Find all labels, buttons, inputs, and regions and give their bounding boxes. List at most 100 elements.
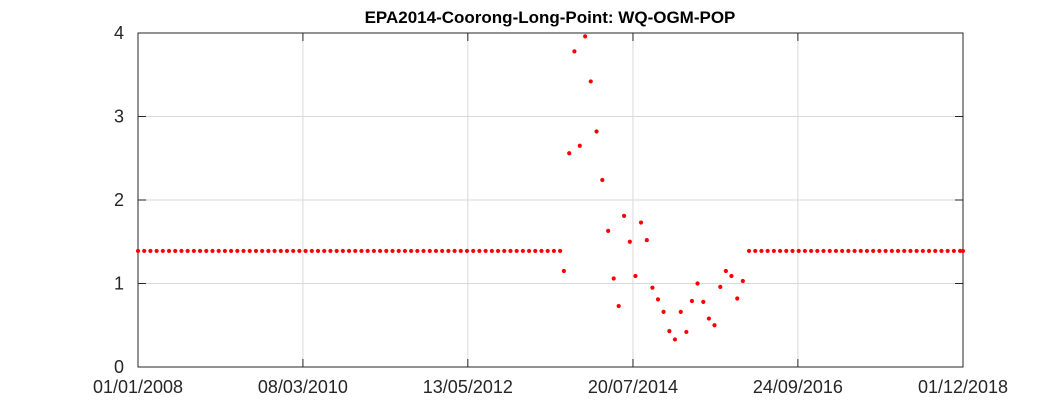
data-point <box>846 248 851 254</box>
y-tick-label: 1 <box>114 274 124 294</box>
data-point <box>759 248 764 254</box>
data-point <box>864 248 870 254</box>
data-point <box>142 248 147 254</box>
data-point <box>561 268 566 274</box>
x-tick-label: 08/03/2010 <box>258 377 348 397</box>
data-point <box>197 248 203 254</box>
data-point <box>858 248 863 254</box>
data-point <box>390 248 395 254</box>
data-point <box>871 248 876 254</box>
data-point <box>508 248 513 254</box>
data-point <box>446 248 451 254</box>
data-point <box>908 248 913 254</box>
data-point <box>784 248 789 254</box>
data-point <box>661 309 666 314</box>
data-point <box>377 248 383 254</box>
data-point <box>616 303 621 309</box>
data-point <box>551 248 557 254</box>
x-tick-label: 01/01/2008 <box>93 377 183 397</box>
data-point <box>235 248 240 254</box>
data-point <box>452 248 457 254</box>
x-tick-label: 20/07/2014 <box>588 377 678 397</box>
data-point <box>229 248 234 254</box>
data-point <box>421 248 426 254</box>
data-point <box>567 151 572 156</box>
x-tick-label: 13/05/2012 <box>423 377 513 397</box>
data-point <box>735 296 740 301</box>
data-point <box>154 248 159 254</box>
data-point <box>328 248 333 254</box>
data-point <box>926 248 932 254</box>
data-point <box>572 49 577 54</box>
data-point <box>600 177 605 183</box>
data-point <box>809 248 814 254</box>
data-point <box>695 281 700 286</box>
data-point <box>712 323 717 328</box>
data-point <box>723 268 728 274</box>
data-point <box>427 248 432 254</box>
data-points <box>135 34 966 342</box>
data-point <box>204 248 209 254</box>
data-point <box>684 329 689 335</box>
data-point <box>840 248 845 254</box>
data-point <box>409 248 414 254</box>
data-point <box>638 220 644 225</box>
data-point <box>627 239 632 244</box>
data-point <box>902 248 907 254</box>
data-point <box>502 248 507 254</box>
data-point <box>291 248 296 254</box>
data-point <box>315 248 321 254</box>
data-point <box>415 248 420 254</box>
data-point <box>384 248 389 254</box>
data-point <box>166 248 172 254</box>
data-point <box>179 248 184 254</box>
data-point <box>933 248 938 254</box>
data-point <box>340 248 345 254</box>
data-point <box>471 248 476 254</box>
data-point <box>611 276 616 281</box>
data-point <box>135 248 141 254</box>
data-point <box>827 248 832 254</box>
data-point <box>706 316 711 321</box>
data-point <box>583 34 588 39</box>
data-point <box>777 248 783 254</box>
data-point <box>334 248 339 254</box>
y-tick-label: 0 <box>114 357 124 377</box>
data-point <box>514 248 519 254</box>
data-point <box>753 248 758 254</box>
data-point <box>594 129 599 134</box>
data-point <box>877 248 882 254</box>
data-point <box>914 248 919 254</box>
grid-lines <box>137 32 964 368</box>
data-point <box>718 284 723 289</box>
data-point <box>920 248 925 254</box>
data-point <box>396 248 401 254</box>
data-point <box>284 248 290 254</box>
data-point <box>160 248 165 254</box>
data-point <box>222 248 228 254</box>
data-point <box>672 337 678 342</box>
data-point <box>520 248 525 254</box>
data-point <box>483 248 488 254</box>
axis-ticks: 01/01/2008 08/03/2010 13/05/2012 20/07/2014… <box>93 23 1008 397</box>
data-point <box>821 248 826 254</box>
data-point <box>960 248 966 254</box>
data-point <box>247 248 252 254</box>
data-point <box>958 248 963 254</box>
data-point <box>790 248 795 254</box>
data-point <box>633 273 638 279</box>
data-point <box>558 248 563 254</box>
data-point <box>678 309 683 314</box>
data-point <box>353 248 358 254</box>
chart-title: EPA2014-Coorong-Long-Point: WQ-OGM-POP <box>365 8 736 27</box>
data-point <box>297 248 302 254</box>
data-point <box>210 248 215 254</box>
data-point <box>216 248 221 254</box>
data-point <box>526 248 532 254</box>
data-point <box>746 248 752 254</box>
data-point <box>796 248 801 254</box>
data-point <box>440 248 445 254</box>
data-point <box>729 273 734 279</box>
data-point <box>771 248 776 254</box>
